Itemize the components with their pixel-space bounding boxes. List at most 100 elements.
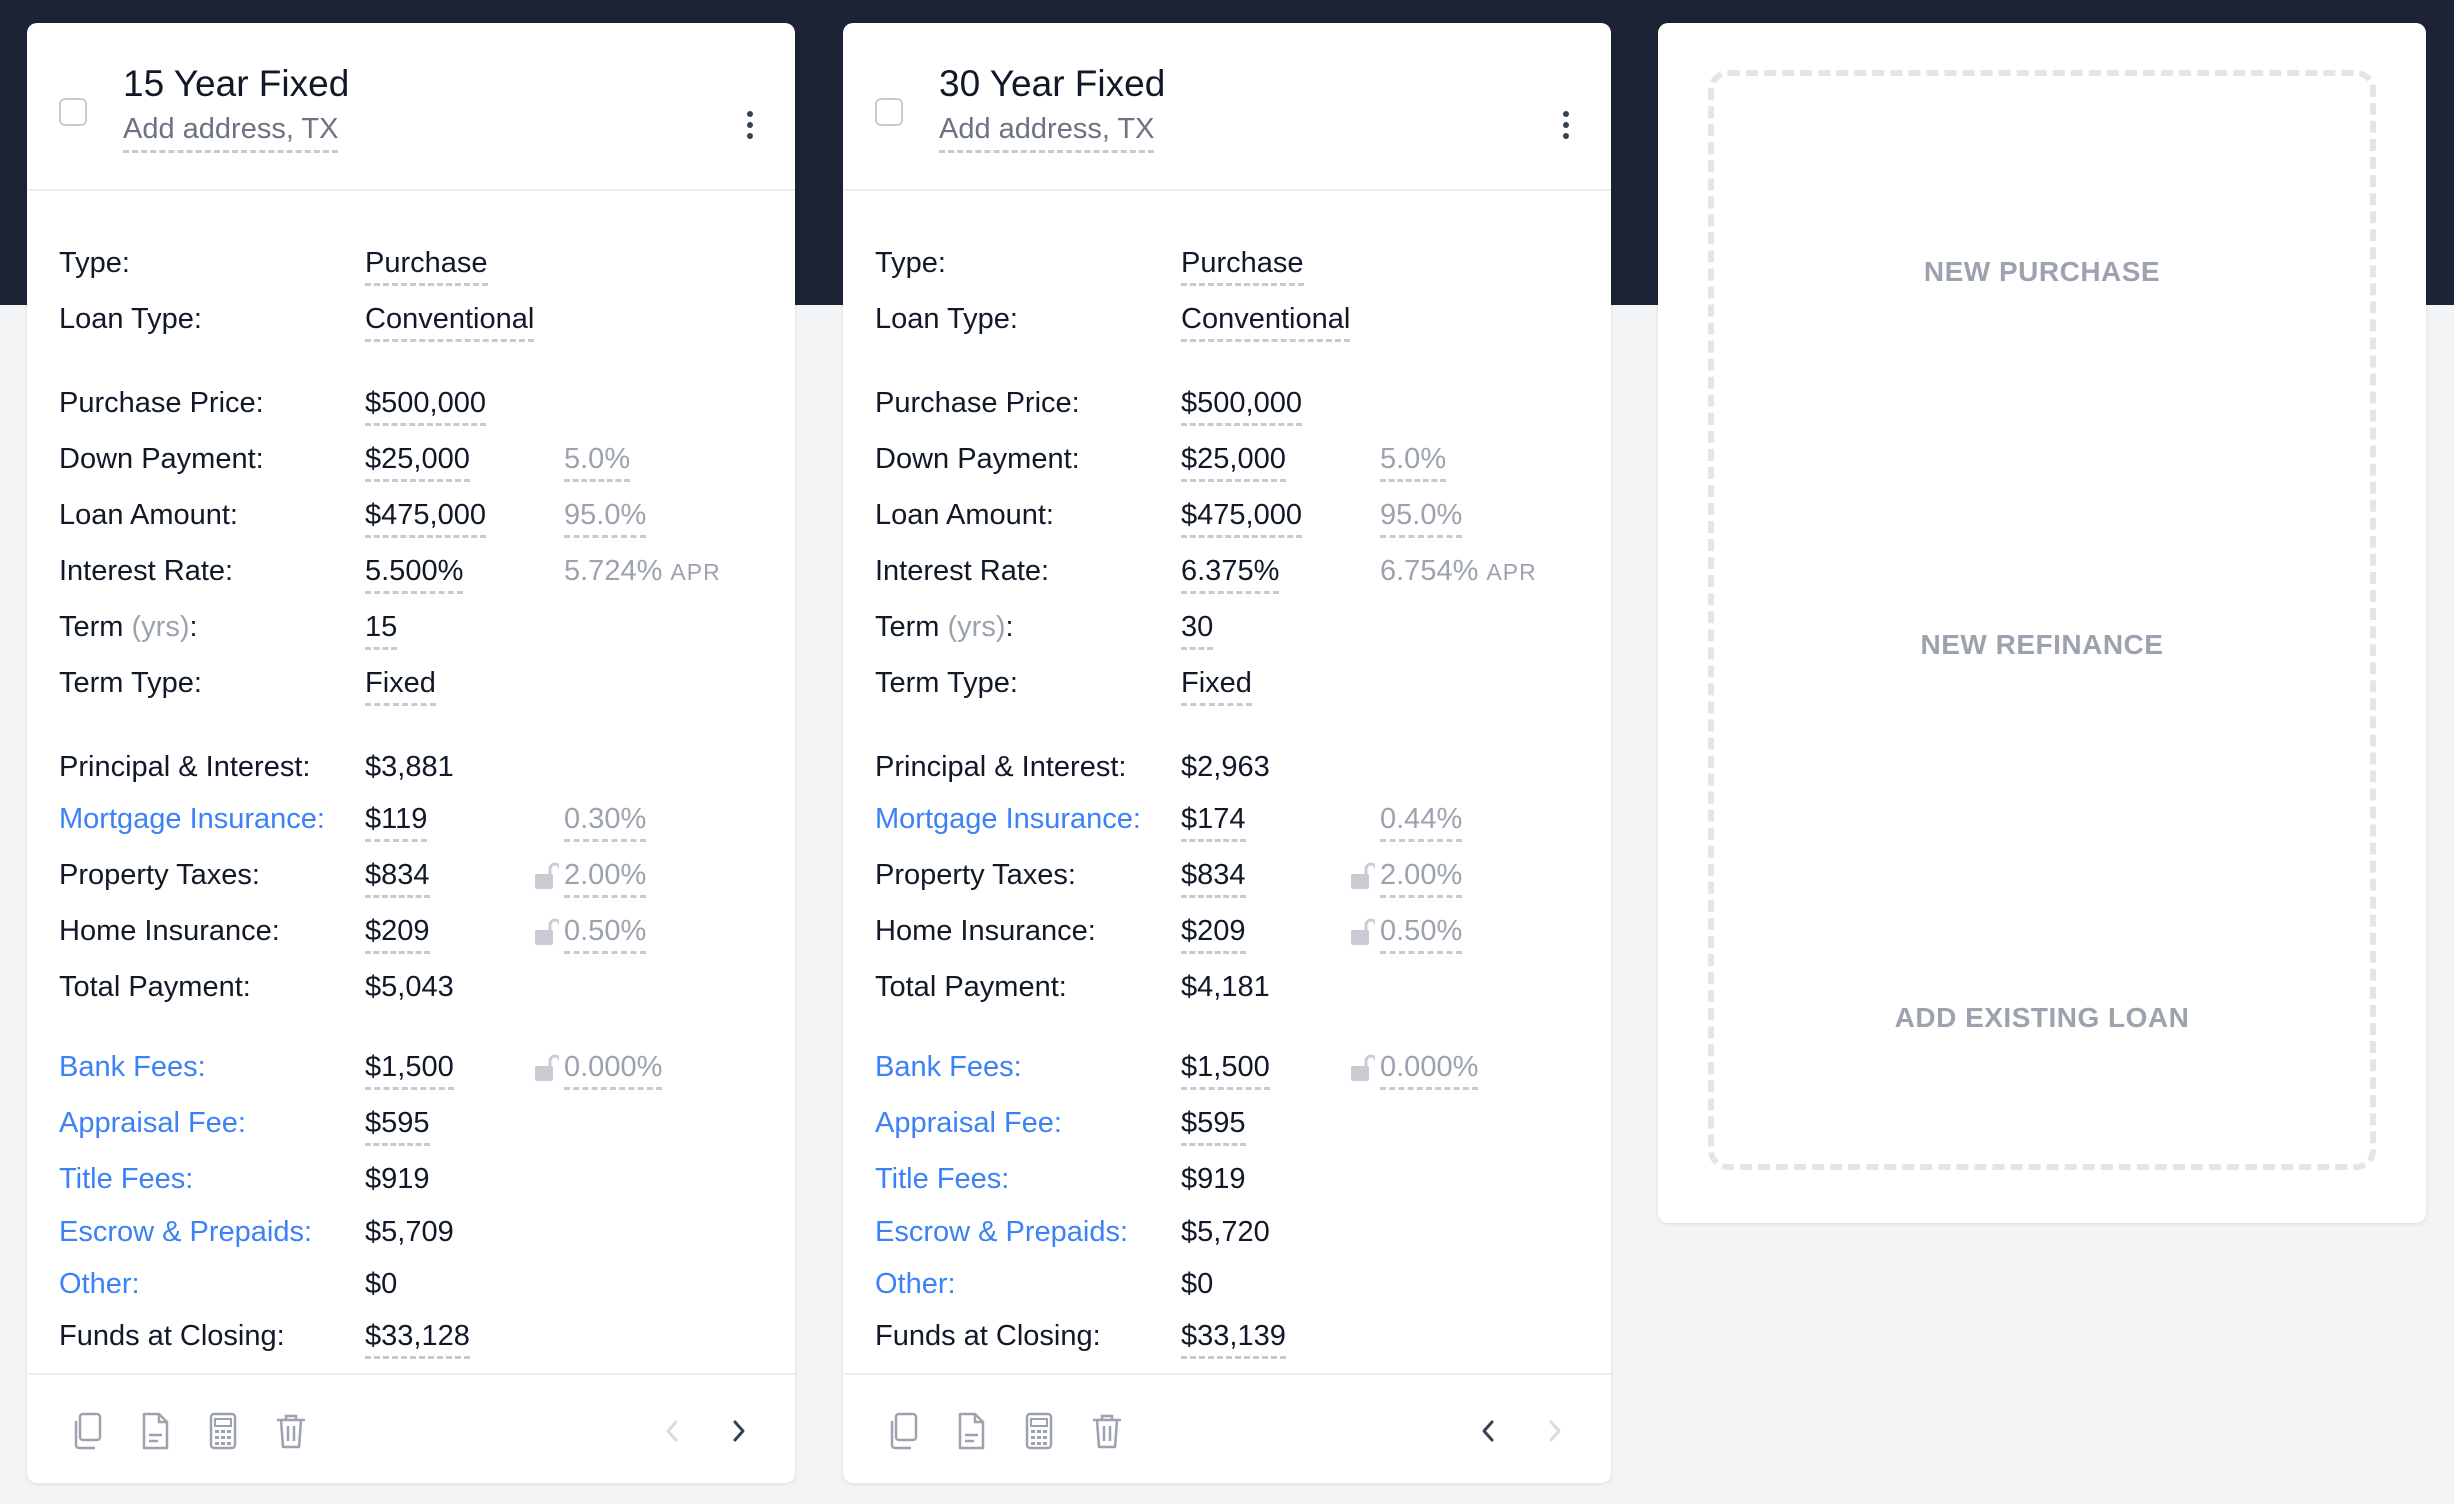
bank-fees-link[interactable]: Bank Fees: xyxy=(59,1051,206,1083)
other-link[interactable]: Other: xyxy=(59,1268,140,1300)
new-refinance-button[interactable]: NEW REFINANCE xyxy=(1920,629,2164,660)
term-type-select[interactable]: Fixed xyxy=(1181,667,1252,706)
appraisal-fee-link[interactable]: Appraisal Fee: xyxy=(59,1107,246,1139)
address-field[interactable]: Add address, TX xyxy=(123,113,339,153)
title-fees-link[interactable]: Title Fees: xyxy=(59,1163,194,1195)
trash-icon[interactable] xyxy=(1089,1411,1125,1451)
term-field[interactable]: 30 xyxy=(1181,611,1214,650)
bank-fees-percent-field[interactable]: 0.000% xyxy=(564,1051,663,1090)
bank-fees-field[interactable]: $1,500 xyxy=(1181,1051,1270,1090)
loan-type-select[interactable]: Conventional xyxy=(1181,303,1351,342)
purchase-price-label: Purchase Price: xyxy=(59,387,264,419)
purchase-price-field[interactable]: $500,000 xyxy=(1181,387,1302,426)
unlock-icon[interactable] xyxy=(533,861,559,891)
total-payment-label: Total Payment: xyxy=(875,971,1067,1003)
interest-rate-field[interactable]: 5.500% xyxy=(365,555,464,594)
mortgage-insurance-link[interactable]: Mortgage Insurance: xyxy=(875,803,1141,835)
copy-icon[interactable] xyxy=(69,1411,105,1451)
add-existing-loan-button[interactable]: ADD EXISTING LOAN xyxy=(1894,1002,2190,1033)
bank-fees-percent-field[interactable]: 0.000% xyxy=(1380,1051,1479,1090)
home-insurance-row: Home Insurance: $209 0.50% xyxy=(875,915,1611,961)
card-title[interactable]: 15 Year Fixed xyxy=(123,63,350,104)
term-field[interactable]: 15 xyxy=(365,611,398,650)
select-checkbox[interactable] xyxy=(875,98,903,126)
apr-value: 5.724% xyxy=(564,555,663,587)
document-icon[interactable] xyxy=(953,1411,989,1451)
unlock-icon[interactable] xyxy=(533,1053,559,1083)
chevron-left-icon[interactable] xyxy=(1473,1413,1503,1449)
term-type-select[interactable]: Fixed xyxy=(365,667,436,706)
property-taxes-field[interactable]: $834 xyxy=(365,859,430,898)
mortgage-insurance-field[interactable]: $119 xyxy=(365,803,428,842)
chevron-right-icon[interactable] xyxy=(1540,1413,1570,1449)
ltv-percent-field[interactable]: 95.0% xyxy=(1380,499,1463,538)
down-payment-row: Down Payment: $25,000 5.0% xyxy=(59,443,795,489)
total-payment-label: Total Payment: xyxy=(59,971,251,1003)
appraisal-fee-field[interactable]: $595 xyxy=(365,1107,430,1146)
total-payment-value: $5,043 xyxy=(365,971,454,1003)
type-select[interactable]: Purchase xyxy=(1181,247,1304,286)
interest-rate-field[interactable]: 6.375% xyxy=(1181,555,1280,594)
mortgage-insurance-percent-field[interactable]: 0.44% xyxy=(1380,803,1463,842)
chevron-left-icon[interactable] xyxy=(657,1413,687,1449)
home-insurance-field[interactable]: $209 xyxy=(1181,915,1246,954)
bank-fees-field[interactable]: $1,500 xyxy=(365,1051,454,1090)
new-scenario-card: NEW PURCHASE NEW REFINANCE ADD EXISTING … xyxy=(1658,23,2426,1223)
loan-type-label: Loan Type: xyxy=(59,303,202,335)
funds-at-closing-value[interactable]: $33,128 xyxy=(365,1320,470,1359)
address-field[interactable]: Add address, TX xyxy=(939,113,1155,153)
home-insurance-percent-field[interactable]: 0.50% xyxy=(1380,915,1463,954)
property-taxes-row: Property Taxes: $834 2.00% xyxy=(875,859,1611,905)
apr-display: 6.754% APR xyxy=(1380,555,1537,588)
home-insurance-field[interactable]: $209 xyxy=(365,915,430,954)
funds-at-closing-label: Funds at Closing: xyxy=(59,1320,285,1352)
escrow-prepaids-link[interactable]: Escrow & Prepaids: xyxy=(875,1216,1129,1248)
select-checkbox[interactable] xyxy=(59,98,87,126)
unlock-icon[interactable] xyxy=(1349,917,1375,947)
home-insurance-percent-field[interactable]: 0.50% xyxy=(564,915,647,954)
mortgage-insurance-field[interactable]: $174 xyxy=(1181,803,1246,842)
other-link[interactable]: Other: xyxy=(875,1268,956,1300)
other-row: Other: $0 xyxy=(59,1268,795,1314)
calculator-icon[interactable] xyxy=(205,1411,241,1451)
ltv-percent-field[interactable]: 95.0% xyxy=(564,499,647,538)
down-payment-percent-field[interactable]: 5.0% xyxy=(564,443,631,482)
loan-amount-field[interactable]: $475,000 xyxy=(1181,499,1302,538)
property-taxes-row: Property Taxes: $834 2.00% xyxy=(59,859,795,905)
more-options-icon[interactable] xyxy=(1561,111,1571,147)
card-title[interactable]: 30 Year Fixed xyxy=(939,63,1166,104)
down-payment-row: Down Payment: $25,000 5.0% xyxy=(875,443,1611,489)
bank-fees-link[interactable]: Bank Fees: xyxy=(875,1051,1022,1083)
new-purchase-button[interactable]: NEW PURCHASE xyxy=(1923,256,2161,287)
calculator-icon[interactable] xyxy=(1021,1411,1057,1451)
type-select[interactable]: Purchase xyxy=(365,247,488,286)
document-icon[interactable] xyxy=(137,1411,173,1451)
down-payment-percent-field[interactable]: 5.0% xyxy=(1380,443,1447,482)
trash-icon[interactable] xyxy=(273,1411,309,1451)
chevron-right-icon[interactable] xyxy=(724,1413,754,1449)
appraisal-fee-link[interactable]: Appraisal Fee: xyxy=(875,1107,1062,1139)
property-taxes-percent-field[interactable]: 2.00% xyxy=(564,859,647,898)
term-row: Term (yrs): 30 xyxy=(875,611,1611,657)
unlock-icon[interactable] xyxy=(533,917,559,947)
unlock-icon[interactable] xyxy=(1349,861,1375,891)
apr-suffix: APR xyxy=(1486,559,1537,585)
copy-icon[interactable] xyxy=(885,1411,921,1451)
escrow-prepaids-link[interactable]: Escrow & Prepaids: xyxy=(59,1216,313,1248)
purchase-price-field[interactable]: $500,000 xyxy=(365,387,486,426)
loan-type-select[interactable]: Conventional xyxy=(365,303,535,342)
unlock-icon[interactable] xyxy=(1349,1053,1375,1083)
down-payment-field[interactable]: $25,000 xyxy=(365,443,470,482)
down-payment-field[interactable]: $25,000 xyxy=(1181,443,1286,482)
property-taxes-field[interactable]: $834 xyxy=(1181,859,1246,898)
more-options-icon[interactable] xyxy=(745,111,755,147)
property-taxes-percent-field[interactable]: 2.00% xyxy=(1380,859,1463,898)
funds-at-closing-value[interactable]: $33,139 xyxy=(1181,1320,1286,1359)
mortgage-insurance-percent-field[interactable]: 0.30% xyxy=(564,803,647,842)
property-taxes-label: Property Taxes: xyxy=(59,859,260,891)
mortgage-insurance-link[interactable]: Mortgage Insurance: xyxy=(59,803,325,835)
loan-type-row: Loan Type: Conventional xyxy=(875,303,1611,349)
loan-amount-field[interactable]: $475,000 xyxy=(365,499,486,538)
appraisal-fee-field[interactable]: $595 xyxy=(1181,1107,1246,1146)
title-fees-link[interactable]: Title Fees: xyxy=(875,1163,1010,1195)
